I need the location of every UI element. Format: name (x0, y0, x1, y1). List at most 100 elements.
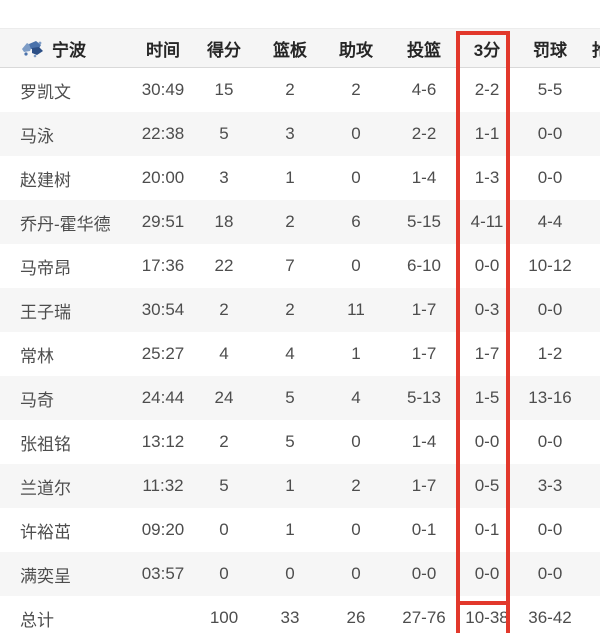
field-goals-cell: 0-1 (411, 520, 437, 539)
free-throws-cell: 1-2 (537, 344, 563, 363)
player-name-cell: 马奇 (20, 390, 54, 410)
column-header-steals: 抢断 (586, 36, 600, 61)
column-header-points: 得分 (207, 40, 241, 60)
points-cell: 0 (219, 564, 229, 583)
points-cell: 100 (209, 608, 239, 627)
assists-cell: 0 (351, 520, 361, 539)
table-row[interactable]: 马奇 24:44 24 5 4 5-13 1-5 13-16 (0, 376, 600, 420)
column-header-rebounds: 篮板 (273, 40, 307, 60)
rebounds-cell: 33 (280, 608, 300, 627)
rebounds-cell: 1 (285, 476, 295, 495)
team-name: 宁波 (52, 40, 86, 60)
assists-cell: 0 (351, 256, 361, 275)
points-cell: 2 (219, 300, 229, 319)
player-name-cell: 许裕茁 (20, 522, 71, 542)
time-cell: 20:00 (141, 168, 185, 187)
table-row[interactable]: 王子瑞 30:54 2 2 11 1-7 0-3 0-0 (0, 288, 600, 332)
player-name-cell: 马泳 (20, 126, 54, 146)
table-row[interactable]: 张祖铭 13:12 2 5 0 1-4 0-0 0-0 (0, 420, 600, 464)
team-logo-icon (22, 40, 43, 57)
column-header-three-points: 3分 (473, 40, 501, 60)
time-cell: 30:49 (141, 80, 185, 99)
points-cell: 22 (214, 256, 234, 275)
player-name-cell: 总计 (20, 610, 54, 630)
player-name-cell: 乔丹-霍华德 (20, 214, 111, 234)
time-cell: 17:36 (141, 256, 185, 275)
three-points-cell: 0-0 (474, 432, 500, 451)
assists-cell: 4 (351, 388, 361, 407)
points-cell: 5 (219, 476, 229, 495)
table-row[interactable]: 马帝昂 17:36 22 7 0 6-10 0-0 10-12 (0, 244, 600, 288)
table-row[interactable]: 兰道尔 11:32 5 1 2 1-7 0-5 3-3 (0, 464, 600, 508)
rebounds-cell: 0 (285, 564, 295, 583)
time-cell: 03:57 (141, 564, 185, 583)
table-row[interactable]: 马泳 22:38 5 3 0 2-2 1-1 0-0 (0, 112, 600, 156)
free-throws-cell: 5-5 (537, 80, 563, 99)
three-points-cell: 1-5 (474, 388, 500, 407)
free-throws-cell: 4-4 (537, 212, 563, 231)
three-points-cell: 1-1 (474, 124, 500, 143)
player-name-cell: 赵建树 (20, 170, 71, 190)
assists-cell: 0 (351, 168, 361, 187)
free-throws-cell: 0-0 (537, 300, 563, 319)
three-points-cell: 1-7 (474, 344, 500, 363)
assists-cell: 0 (351, 124, 361, 143)
column-header-time: 时间 (146, 40, 180, 60)
three-points-cell: 1-3 (474, 168, 500, 187)
assists-cell: 2 (351, 476, 361, 495)
assists-cell: 6 (351, 212, 361, 231)
rebounds-cell: 2 (285, 300, 295, 319)
time-cell: 09:20 (141, 520, 185, 539)
table-body: 罗凯文 30:49 15 2 2 4-6 2-2 5-5 马泳 22:38 5 … (0, 68, 600, 640)
team-header-cell: 宁波 (0, 36, 134, 61)
table-row[interactable]: 赵建树 20:00 3 1 0 1-4 1-3 0-0 (0, 156, 600, 200)
rebounds-cell: 5 (285, 388, 295, 407)
free-throws-cell: 0-0 (537, 168, 563, 187)
player-name-cell: 常林 (20, 346, 54, 366)
column-header-assists: 助攻 (339, 40, 373, 60)
three-points-cell: 0-0 (474, 256, 500, 275)
player-name-cell: 王子瑞 (20, 302, 71, 322)
table-row[interactable]: 乔丹-霍华德 29:51 18 2 6 5-15 4-11 4-4 (0, 200, 600, 244)
assists-cell: 26 (346, 608, 366, 627)
three-points-cell: 10-38 (465, 608, 509, 627)
time-cell: 24:44 (141, 388, 185, 407)
time-cell: 22:38 (141, 124, 185, 143)
table-row[interactable]: 满奕呈 03:57 0 0 0 0-0 0-0 0-0 (0, 552, 600, 596)
rebounds-cell: 1 (285, 168, 295, 187)
field-goals-cell: 2-2 (411, 124, 437, 143)
field-goals-cell: 6-10 (406, 256, 442, 275)
assists-cell: 11 (347, 300, 365, 319)
rebounds-cell: 7 (285, 256, 295, 275)
free-throws-cell: 3-3 (537, 476, 563, 495)
points-cell: 0 (219, 520, 229, 539)
rebounds-cell: 4 (285, 344, 295, 363)
table-row[interactable]: 罗凯文 30:49 15 2 2 4-6 2-2 5-5 (0, 68, 600, 112)
points-cell: 18 (214, 212, 234, 231)
three-points-cell: 4-11 (470, 212, 504, 231)
field-goals-cell: 27-76 (402, 608, 446, 627)
table-header-row: 宁波 时间 得分 篮板 助攻 投篮 3分 罚球 抢断 (0, 28, 600, 68)
assists-cell: 0 (351, 432, 361, 451)
points-cell: 3 (219, 168, 229, 187)
free-throws-cell: 13-16 (528, 388, 572, 407)
points-cell: 15 (214, 80, 234, 99)
time-cell: 13:12 (141, 432, 185, 451)
time-cell: 11:32 (142, 476, 184, 495)
player-name-cell: 兰道尔 (20, 478, 71, 498)
three-points-cell: 0-0 (474, 564, 500, 583)
table-row[interactable]: 总计 100 33 26 27-76 10-38 36-42 (0, 596, 600, 640)
free-throws-cell: 0-0 (537, 564, 563, 583)
rebounds-cell: 5 (285, 432, 295, 451)
field-goals-cell: 5-15 (406, 212, 442, 231)
three-points-cell: 2-2 (474, 80, 500, 99)
player-name-cell: 满奕呈 (20, 566, 71, 586)
column-header-field-goals: 投篮 (407, 40, 441, 60)
assists-cell: 2 (351, 80, 361, 99)
table-row[interactable]: 许裕茁 09:20 0 1 0 0-1 0-1 0-0 (0, 508, 600, 552)
points-cell: 4 (219, 344, 229, 363)
three-points-cell: 0-5 (474, 476, 500, 495)
field-goals-cell: 1-4 (411, 432, 437, 451)
table-row[interactable]: 常林 25:27 4 4 1 1-7 1-7 1-2 (0, 332, 600, 376)
